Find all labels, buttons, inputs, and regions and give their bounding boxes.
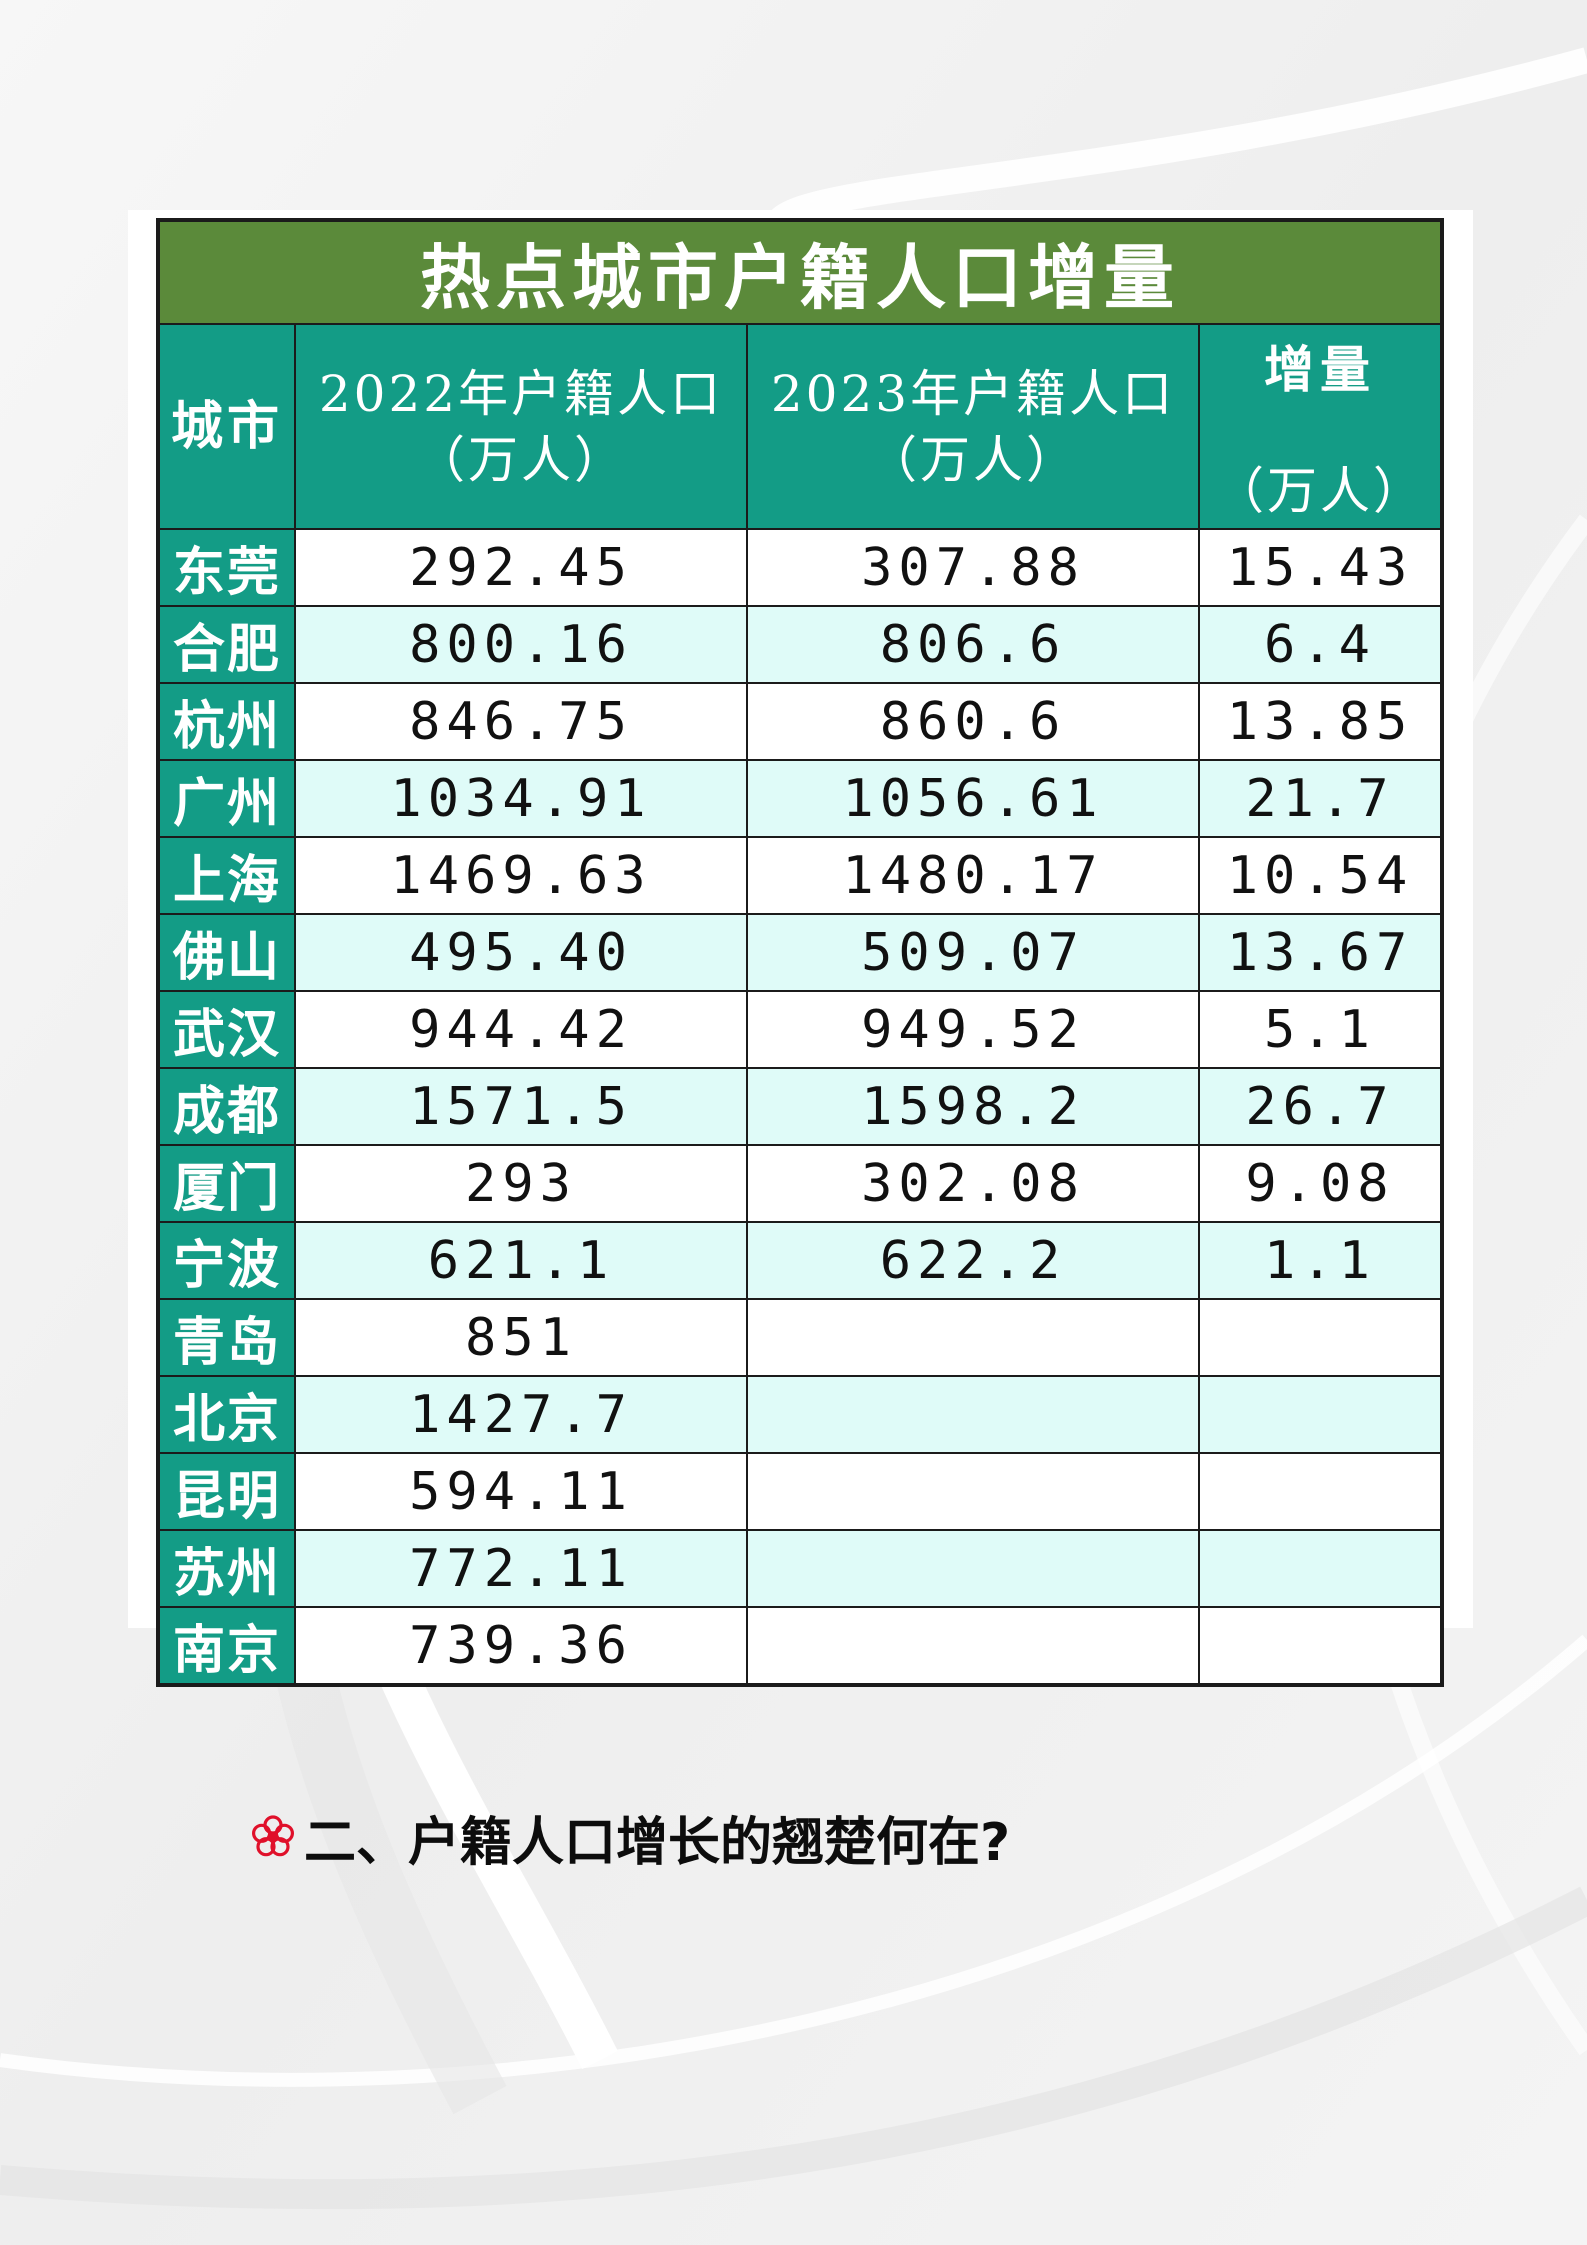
row-city: 北京 [157, 1375, 296, 1454]
row-pop2023: 302.08 [746, 1144, 1200, 1223]
table-row: 杭州 846.75 860.6 13.85 [157, 682, 1443, 761]
section-heading-text: 二、户籍人口增长的翘楚何在? [304, 1812, 1011, 1873]
row-pop2022: 800.16 [294, 605, 748, 684]
row-pop2022: 293 [294, 1144, 748, 1223]
table-row: 广州 1034.91 1056.61 21.7 [157, 759, 1443, 838]
row-pop2022: 1034.91 [294, 759, 748, 838]
table-row: 合肥 800.16 806.6 6.4 [157, 605, 1443, 684]
table-title: 热点城市户籍人口增量 [157, 219, 1443, 325]
row-pop2023: 1480.17 [746, 836, 1200, 915]
row-pop2022: 292.45 [294, 528, 748, 607]
header-increase-line1: 增量 [1264, 340, 1376, 399]
row-pop2023 [746, 1452, 1200, 1531]
row-city: 宁波 [157, 1221, 296, 1300]
row-city: 昆明 [157, 1452, 296, 1531]
row-pop2022: 594.11 [294, 1452, 748, 1531]
row-city: 上海 [157, 836, 296, 915]
header-pop2023-line1: 2023年户籍人口 [770, 364, 1176, 423]
row-increase [1198, 1375, 1443, 1454]
row-pop2023 [746, 1606, 1200, 1686]
row-pop2022: 772.11 [294, 1529, 748, 1608]
row-pop2023 [746, 1375, 1200, 1454]
row-increase: 21.7 [1198, 759, 1443, 838]
row-pop2023: 622.2 [746, 1221, 1200, 1300]
row-increase: 9.08 [1198, 1144, 1443, 1223]
row-pop2023: 509.07 [746, 913, 1200, 992]
row-pop2022: 851 [294, 1298, 748, 1377]
row-pop2023: 1056.61 [746, 759, 1200, 838]
table-row: 武汉 944.42 949.52 5.1 [157, 990, 1443, 1069]
row-pop2023 [746, 1529, 1200, 1608]
row-city: 合肥 [157, 605, 296, 684]
hukou-population-table: 热点城市户籍人口增量 城市 2022年户籍人口 （万人） 2023年户籍人口 （… [156, 218, 1444, 1687]
row-city: 广州 [157, 759, 296, 838]
row-pop2022: 739.36 [294, 1606, 748, 1686]
row-increase: 6.4 [1198, 605, 1443, 684]
row-city: 佛山 [157, 913, 296, 992]
header-pop2023-line2: （万人） [867, 430, 1079, 489]
row-increase: 10.54 [1198, 836, 1443, 915]
table-row: 东莞 292.45 307.88 15.43 [157, 528, 1443, 607]
header-pop2022: 2022年户籍人口 （万人） [294, 323, 748, 530]
row-increase: 15.43 [1198, 528, 1443, 607]
table-row: 宁波 621.1 622.2 1.1 [157, 1221, 1443, 1300]
table-row: 佛山 495.40 509.07 13.67 [157, 913, 1443, 992]
flower-icon [252, 1815, 295, 1857]
header-pop2022-line1: 2022年户籍人口 [318, 364, 724, 423]
row-pop2022: 1427.7 [294, 1375, 748, 1454]
table-row: 成都 1571.5 1598.2 26.7 [157, 1067, 1443, 1146]
section-heading: 二、户籍人口增长的翘楚何在? [250, 1802, 1011, 1873]
row-increase: 1.1 [1198, 1221, 1443, 1300]
table-row: 苏州 772.11 [157, 1529, 1443, 1608]
row-pop2022: 944.42 [294, 990, 748, 1069]
row-pop2023: 1598.2 [746, 1067, 1200, 1146]
row-city: 苏州 [157, 1529, 296, 1608]
row-increase [1198, 1606, 1443, 1686]
row-increase [1198, 1529, 1443, 1608]
row-city: 成都 [157, 1067, 296, 1146]
row-increase [1198, 1298, 1443, 1377]
row-pop2023: 949.52 [746, 990, 1200, 1069]
row-city: 武汉 [157, 990, 296, 1069]
table-row: 上海 1469.63 1480.17 10.54 [157, 836, 1443, 915]
table-row: 厦门 293 302.08 9.08 [157, 1144, 1443, 1223]
row-city: 东莞 [157, 528, 296, 607]
row-city: 杭州 [157, 682, 296, 761]
header-increase: 增量 （万人） [1198, 323, 1443, 530]
row-pop2022: 1469.63 [294, 836, 748, 915]
row-pop2023: 806.6 [746, 605, 1200, 684]
row-city: 青岛 [157, 1298, 296, 1377]
row-city: 厦门 [157, 1144, 296, 1223]
row-increase: 26.7 [1198, 1067, 1443, 1146]
table-row: 昆明 594.11 [157, 1452, 1443, 1531]
row-pop2022: 846.75 [294, 682, 748, 761]
row-pop2022: 621.1 [294, 1221, 748, 1300]
row-increase [1198, 1452, 1443, 1531]
row-pop2022: 1571.5 [294, 1067, 748, 1146]
header-city: 城市 [157, 323, 296, 530]
row-increase: 13.67 [1198, 913, 1443, 992]
row-increase: 5.1 [1198, 990, 1443, 1069]
row-pop2023: 307.88 [746, 528, 1200, 607]
header-pop2022-line2: （万人） [415, 430, 627, 489]
table-row: 青岛 851 [157, 1298, 1443, 1377]
table-row: 北京 1427.7 [157, 1375, 1443, 1454]
row-city: 南京 [157, 1606, 296, 1686]
row-pop2023: 860.6 [746, 682, 1200, 761]
row-pop2023 [746, 1298, 1200, 1377]
row-pop2022: 495.40 [294, 913, 748, 992]
row-increase: 13.85 [1198, 682, 1443, 761]
table-row: 南京 739.36 [157, 1606, 1443, 1686]
header-increase-line2: （万人） [1214, 462, 1426, 520]
header-pop2023: 2023年户籍人口 （万人） [746, 323, 1200, 530]
